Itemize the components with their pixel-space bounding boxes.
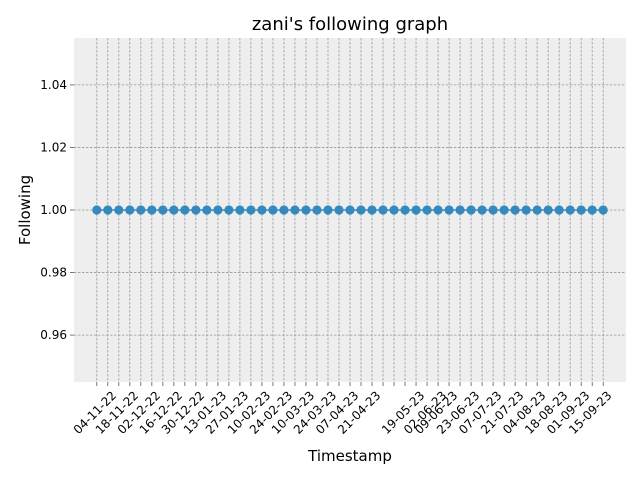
data-point xyxy=(279,205,289,215)
data-point xyxy=(136,205,146,215)
data-point xyxy=(378,205,388,215)
data-point xyxy=(301,205,311,215)
data-point xyxy=(499,205,509,215)
data-point xyxy=(356,205,366,215)
data-point xyxy=(257,205,267,215)
data-point xyxy=(433,205,443,215)
y-tick-label: 1.02 xyxy=(40,140,67,154)
data-point xyxy=(92,205,102,215)
data-point xyxy=(224,205,234,215)
data-point xyxy=(158,205,168,215)
y-tick-label: 0.96 xyxy=(40,328,67,342)
data-point xyxy=(114,205,124,215)
data-point xyxy=(312,205,322,215)
data-point xyxy=(488,205,498,215)
data-point xyxy=(290,205,300,215)
data-point xyxy=(411,205,421,215)
data-point xyxy=(455,205,465,215)
y-tick-label: 1.04 xyxy=(40,78,67,92)
data-point xyxy=(169,205,179,215)
data-point xyxy=(422,205,432,215)
data-point xyxy=(598,205,608,215)
data-point xyxy=(466,205,476,215)
data-point xyxy=(587,205,597,215)
data-point xyxy=(147,205,157,215)
data-point xyxy=(235,205,245,215)
series-layer xyxy=(92,205,608,215)
data-point xyxy=(400,205,410,215)
chart-title: zani's following graph xyxy=(252,14,448,35)
data-point xyxy=(323,205,333,215)
data-point xyxy=(367,205,377,215)
data-point xyxy=(202,205,212,215)
data-point xyxy=(213,205,223,215)
data-point xyxy=(191,205,201,215)
data-point xyxy=(345,205,355,215)
y-axis-label: Following xyxy=(16,175,34,245)
data-point xyxy=(565,205,575,215)
data-point xyxy=(334,205,344,215)
data-point xyxy=(246,205,256,215)
x-axis-label: Timestamp xyxy=(307,447,392,465)
data-point xyxy=(477,205,487,215)
y-tick-label: 0.98 xyxy=(40,266,67,280)
data-point xyxy=(554,205,564,215)
data-point xyxy=(543,205,553,215)
data-point xyxy=(389,205,399,215)
data-point xyxy=(103,205,113,215)
y-tick-label: 1.00 xyxy=(40,203,67,217)
data-point xyxy=(510,205,520,215)
data-point xyxy=(521,205,531,215)
data-point xyxy=(576,205,586,215)
data-point xyxy=(532,205,542,215)
data-point xyxy=(125,205,135,215)
data-point xyxy=(180,205,190,215)
data-point xyxy=(268,205,278,215)
data-point xyxy=(444,205,454,215)
